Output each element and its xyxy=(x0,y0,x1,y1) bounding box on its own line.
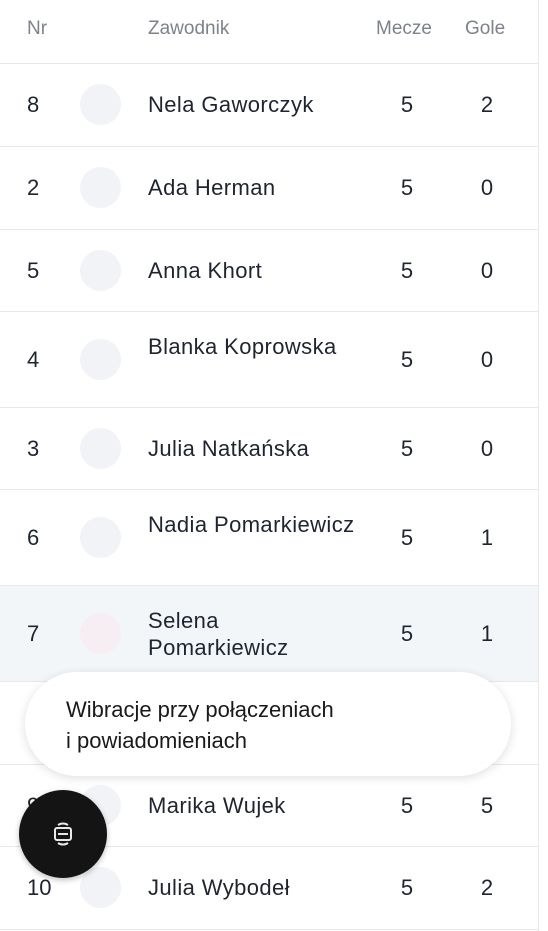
row-player-name: Julia Natkańska xyxy=(148,436,310,461)
avatar xyxy=(80,250,121,291)
row-player-name: Anna Khort xyxy=(148,258,263,283)
row-player-name: Selena Pomarkiewicz xyxy=(148,608,289,660)
row-matches: 5 xyxy=(400,347,414,372)
avatar xyxy=(80,517,121,558)
avatar xyxy=(80,867,121,908)
row-matches: 5 xyxy=(400,258,414,283)
header-player: Zawodnik xyxy=(148,18,230,39)
avatar xyxy=(80,84,121,125)
row-goals: 1 xyxy=(480,621,494,646)
row-goals: 2 xyxy=(480,92,494,117)
row-player-name: Ada Herman xyxy=(148,175,276,200)
row-nr: 4 xyxy=(27,347,40,372)
table-row[interactable]: 7 Selena Pomarkiewicz 5 1 xyxy=(0,586,538,682)
row-player-name: Blanka Koprowska xyxy=(148,334,337,359)
row-nr: 3 xyxy=(27,436,40,461)
header-matches: Mecze xyxy=(376,18,432,39)
row-goals: 0 xyxy=(480,436,494,461)
row-matches: 5 xyxy=(400,621,414,646)
row-nr: 8 xyxy=(27,92,40,117)
table-row[interactable]: 4 Blanka Koprowska 5 0 xyxy=(0,312,538,408)
table-header: Nr Zawodnik Mecze Gole xyxy=(0,0,538,64)
row-nr: 6 xyxy=(27,525,40,550)
row-goals: 0 xyxy=(480,258,494,283)
vibration-toast: Wibracje przy połączeniach i powiadomien… xyxy=(25,672,511,776)
row-nr: 10 xyxy=(27,875,52,900)
table-row[interactable]: 10 Julia Wybodeł 5 2 xyxy=(0,847,538,930)
row-matches: 5 xyxy=(400,875,414,900)
table-row[interactable]: 8 Nela Gaworczyk 5 2 xyxy=(0,64,538,147)
row-nr: 5 xyxy=(27,258,40,283)
table-row[interactable]: 6 Nadia Pomarkiewicz 5 1 xyxy=(0,490,538,586)
toast-message: Wibracje przy połączeniach i powiadomien… xyxy=(66,697,334,753)
row-matches: 5 xyxy=(400,793,414,818)
avatar xyxy=(80,428,121,469)
screen-rotate-icon xyxy=(54,822,72,846)
table-row[interactable]: 5 Anna Khort 5 0 xyxy=(0,230,538,312)
row-matches: 5 xyxy=(400,525,414,550)
rotate-screen-button[interactable] xyxy=(19,790,107,878)
row-matches: 5 xyxy=(400,175,414,200)
row-player-name: Julia Wybodeł xyxy=(148,875,290,900)
row-matches: 5 xyxy=(400,436,414,461)
avatar xyxy=(80,167,121,208)
header-goals: Gole xyxy=(465,18,506,39)
table-row[interactable]: 2 Ada Herman 5 0 xyxy=(0,147,538,230)
row-player-name: Nela Gaworczyk xyxy=(148,92,314,117)
row-goals: 0 xyxy=(480,347,494,372)
row-goals: 1 xyxy=(480,525,494,550)
row-goals: 5 xyxy=(480,793,494,818)
row-nr: 7 xyxy=(27,621,40,646)
row-player-name: Nadia Pomarkiewicz xyxy=(148,512,355,537)
row-goals: 0 xyxy=(480,175,494,200)
row-nr: 2 xyxy=(27,175,40,200)
row-goals: 2 xyxy=(480,875,494,900)
table-row[interactable]: 3 Julia Natkańska 5 0 xyxy=(0,408,538,490)
avatar xyxy=(80,613,121,654)
avatar xyxy=(80,339,121,380)
header-nr: Nr xyxy=(27,18,48,39)
row-player-name: Marika Wujek xyxy=(148,793,286,818)
row-matches: 5 xyxy=(400,92,414,117)
